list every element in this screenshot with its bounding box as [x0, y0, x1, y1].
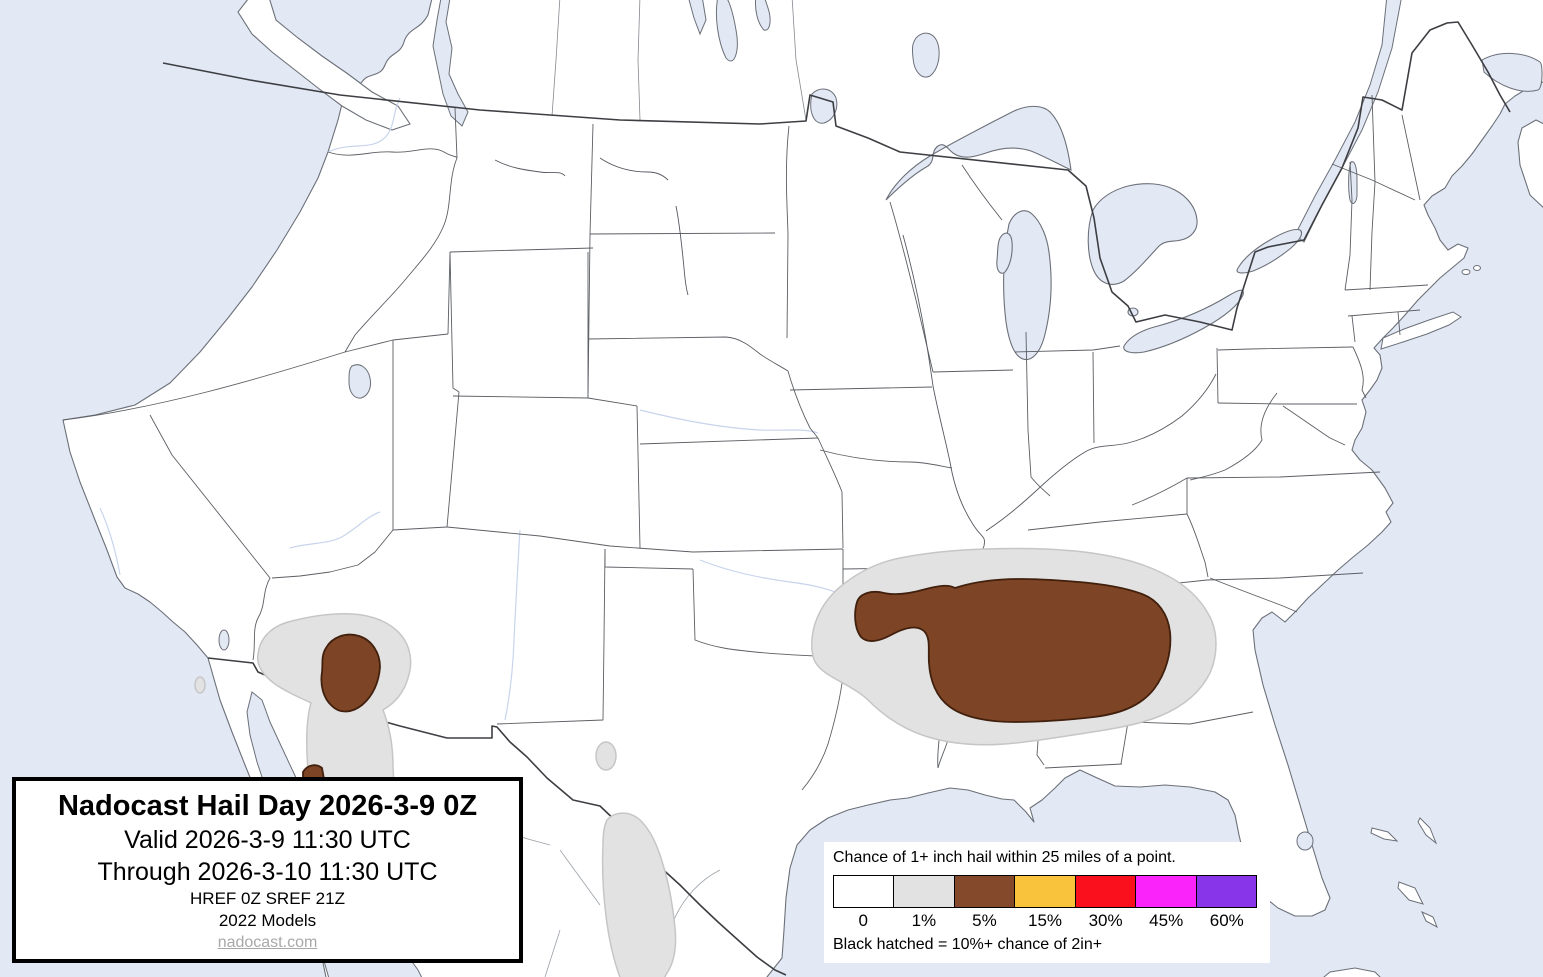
hail-probability-5pct-contours [302, 578, 1172, 780]
legend-swatch-1 [893, 875, 955, 908]
probability-legend: Chance of 1+ inch hail within 25 miles o… [824, 842, 1270, 963]
lake-nipigon [911, 32, 940, 78]
lake-ontario [1236, 229, 1303, 274]
contour-1pct-mexico [601, 812, 677, 977]
canada-province-lines [551, 0, 807, 121]
lake-superior [885, 105, 1072, 201]
coastal-islands [1461, 265, 1481, 275]
legend-heading: Chance of 1+ inch hail within 25 miles o… [833, 849, 1176, 866]
legend-label-0: 0 [858, 911, 869, 930]
legend-swatch-15 [1014, 875, 1076, 908]
north-america-landmass [62, 0, 1543, 977]
puget-sound [432, 0, 469, 127]
forecast-title: Nadocast Hail Day 2026-3-9 0Z [57, 789, 478, 822]
great-salt-lake [348, 364, 371, 399]
legend-swatch-60 [1195, 875, 1257, 908]
forecast-model-inputs: HREF 0Z SREF 21Z [190, 888, 345, 908]
gulf-of-st-lawrence [1481, 53, 1543, 92]
legend-hatched-note: Black hatched = 10%+ chance of 2in+ [833, 936, 1103, 953]
legend-label-60: 60% [1209, 911, 1244, 930]
forecast-through-time: Through 2026-3-10 11:30 UTC [97, 857, 438, 886]
legend-label-30: 30% [1088, 911, 1123, 930]
lake-michigan [1003, 210, 1052, 361]
contour-1pct-baja-dot [194, 676, 206, 694]
forecast-model-year: 2022 Models [218, 910, 317, 930]
nova-scotia [1517, 119, 1543, 209]
legend-label-15: 15% [1028, 911, 1063, 930]
legend-swatch-row [833, 875, 1257, 908]
missouri-river [494, 159, 566, 177]
legend-swatch-0 [833, 875, 895, 908]
lake-erie [1123, 289, 1244, 354]
bahamas-islands [1323, 817, 1438, 977]
nadocast-site-link[interactable]: nadocast.com [217, 933, 318, 951]
contour-5pct-arizona [320, 633, 381, 713]
contour-1pct-texas-dot [595, 741, 617, 771]
forecast-title-box: Nadocast Hail Day 2026-3-9 0Z Valid 2026… [12, 777, 523, 963]
legend-swatch-45 [1135, 875, 1197, 908]
salton-sea [218, 629, 230, 651]
legend-label-row: 0 1% 5% 15% 30% 45% 60% [833, 908, 1257, 934]
lake-okeechobee [1296, 831, 1314, 851]
lake-huron [1087, 183, 1198, 285]
legend-label-45: 45% [1149, 911, 1184, 930]
legend-swatch-30 [1074, 875, 1137, 908]
legend-label-1: 1% [911, 911, 937, 930]
legend-label-5: 5% [972, 911, 997, 930]
long-island [1380, 311, 1462, 350]
green-bay [996, 232, 1013, 274]
canada-border [162, 21, 1511, 331]
great-lakes [885, 105, 1303, 361]
contour-5pct-midsouth [854, 578, 1172, 723]
lake-winnipeg [715, 0, 738, 62]
forecast-valid-time: Valid 2026-3-9 11:30 UTC [124, 825, 411, 854]
legend-swatch-5 [953, 875, 1016, 908]
ohio-river [985, 373, 1217, 532]
